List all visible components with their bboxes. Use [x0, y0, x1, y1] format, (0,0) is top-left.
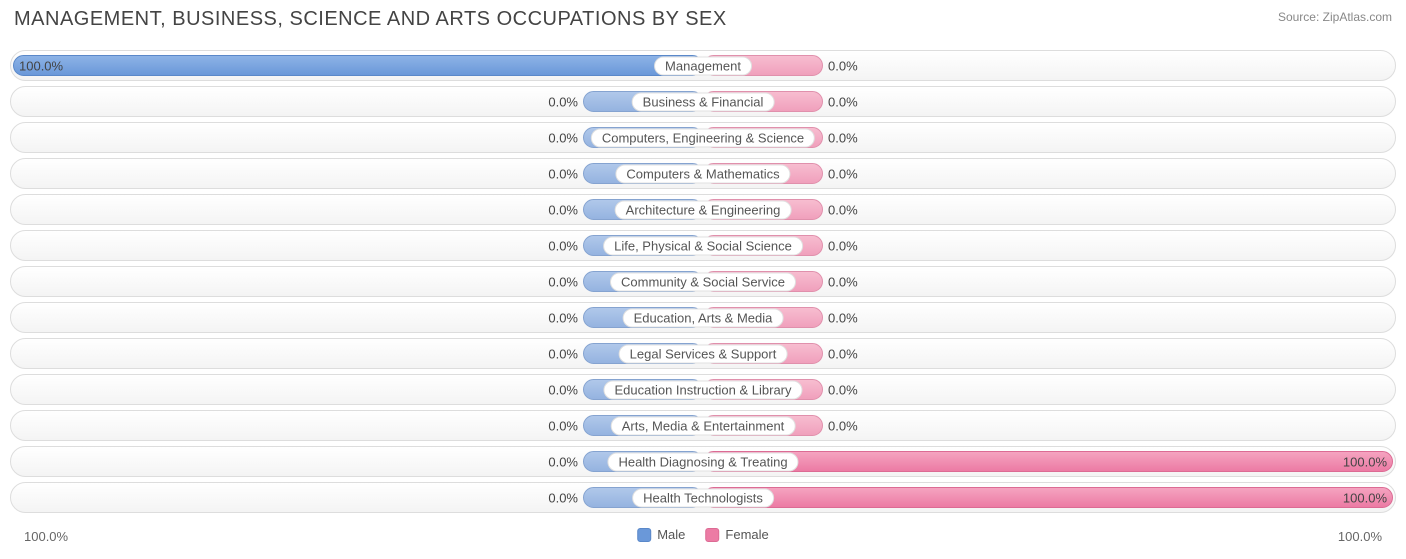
legend-male: Male — [637, 527, 685, 542]
chart-row: 0.0% 0.0% Computers, Engineering & Science — [10, 122, 1396, 153]
male-value-label: 0.0% — [548, 94, 578, 109]
chart-row: 0.0% 0.0% Community & Social Service — [10, 266, 1396, 297]
female-value-label: 100.0% — [1343, 454, 1387, 469]
category-label: Computers & Mathematics — [615, 164, 790, 183]
female-value-label: 0.0% — [828, 346, 858, 361]
male-value-label: 0.0% — [548, 418, 578, 433]
female-bar — [703, 451, 1393, 472]
source-attribution: Source: ZipAtlas.com — [1278, 10, 1392, 24]
legend: Male Female — [637, 527, 769, 542]
female-value-label: 0.0% — [828, 310, 858, 325]
category-label: Education, Arts & Media — [623, 308, 784, 327]
legend-female: Female — [705, 527, 768, 542]
chart-row: 0.0% 0.0% Education, Arts & Media — [10, 302, 1396, 333]
category-label: Community & Social Service — [610, 272, 796, 291]
male-value-label: 0.0% — [548, 238, 578, 253]
chart-row: 0.0% 100.0% Health Diagnosing & Treating — [10, 446, 1396, 477]
male-value-label: 0.0% — [548, 310, 578, 325]
category-label: Health Technologists — [632, 488, 774, 507]
chart-footer: 100.0% 100.0% Male Female — [10, 523, 1396, 559]
male-value-label: 0.0% — [548, 202, 578, 217]
male-swatch-icon — [637, 528, 651, 542]
category-label: Architecture & Engineering — [615, 200, 792, 219]
chart-row: 0.0% 0.0% Computers & Mathematics — [10, 158, 1396, 189]
category-label: Computers, Engineering & Science — [591, 128, 815, 147]
female-value-label: 0.0% — [828, 274, 858, 289]
chart-row: 0.0% 0.0% Legal Services & Support — [10, 338, 1396, 369]
male-value-label: 0.0% — [548, 454, 578, 469]
chart-area: 100.0% 0.0% Management 0.0% 0.0% Business & F… — [10, 50, 1396, 519]
female-value-label: 100.0% — [1343, 490, 1387, 505]
male-value-label: 0.0% — [548, 490, 578, 505]
male-value-label: 0.0% — [548, 274, 578, 289]
chart-row: 0.0% 0.0% Education Instruction & Library — [10, 374, 1396, 405]
legend-male-label: Male — [657, 527, 685, 542]
chart-row: 0.0% 100.0% Health Technologists — [10, 482, 1396, 513]
male-value-label: 0.0% — [548, 346, 578, 361]
chart-row: 0.0% 0.0% Arts, Media & Entertainment — [10, 410, 1396, 441]
female-value-label: 0.0% — [828, 94, 858, 109]
category-label: Life, Physical & Social Science — [603, 236, 803, 255]
female-value-label: 0.0% — [828, 130, 858, 145]
chart-row: 0.0% 0.0% Business & Financial — [10, 86, 1396, 117]
chart-row: 0.0% 0.0% Life, Physical & Social Science — [10, 230, 1396, 261]
male-value-label: 0.0% — [548, 130, 578, 145]
female-value-label: 0.0% — [828, 58, 858, 73]
female-value-label: 0.0% — [828, 166, 858, 181]
chart-row: 100.0% 0.0% Management — [10, 50, 1396, 81]
category-label: Management — [654, 56, 752, 75]
category-label: Legal Services & Support — [619, 344, 788, 363]
category-label: Education Instruction & Library — [603, 380, 802, 399]
female-value-label: 0.0% — [828, 418, 858, 433]
male-value-label: 0.0% — [548, 166, 578, 181]
legend-female-label: Female — [725, 527, 768, 542]
male-value-label: 0.0% — [548, 382, 578, 397]
female-value-label: 0.0% — [828, 238, 858, 253]
female-value-label: 0.0% — [828, 202, 858, 217]
chart-title: MANAGEMENT, BUSINESS, SCIENCE AND ARTS O… — [14, 8, 727, 31]
axis-right-label: 100.0% — [1338, 529, 1382, 544]
category-label: Health Diagnosing & Treating — [607, 452, 798, 471]
category-label: Business & Financial — [632, 92, 775, 111]
female-bar — [703, 487, 1393, 508]
chart-row: 0.0% 0.0% Architecture & Engineering — [10, 194, 1396, 225]
category-label: Arts, Media & Entertainment — [611, 416, 796, 435]
female-value-label: 0.0% — [828, 382, 858, 397]
male-value-label: 100.0% — [19, 58, 63, 73]
male-bar — [13, 55, 703, 76]
axis-left-label: 100.0% — [24, 529, 68, 544]
female-swatch-icon — [705, 528, 719, 542]
